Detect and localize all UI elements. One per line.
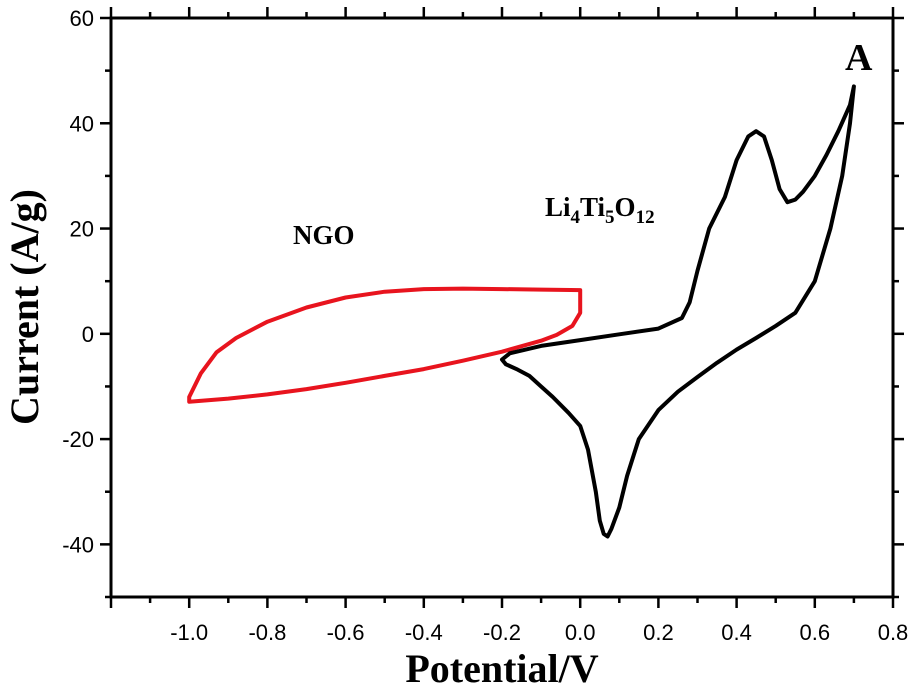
lto-cv-curve (500, 84, 856, 539)
labels-group: -1.0 -0.8 -0.6 -0.4 -0.2 0.0 0.2 0.4 0.6 0.8 -40 -2… (62, 6, 908, 645)
ngo-cv-curve (187, 286, 583, 404)
x-tick-label: 0.0 (565, 620, 596, 645)
annotation-li4ti5o12: Li4Ti5O12 (545, 192, 655, 228)
y-tick-label: 20 (70, 217, 94, 242)
series-group (187, 84, 856, 539)
x-axis-title: Potential/V (405, 646, 598, 691)
x-tick-label: -0.4 (405, 620, 443, 645)
x-tick-label: 0.8 (878, 620, 909, 645)
x-tick-label: 0.2 (643, 620, 674, 645)
y-tick-label: 40 (70, 111, 94, 136)
y-tick-label: 60 (70, 6, 94, 31)
annotation-ngo: NGO (293, 220, 355, 250)
x-tick-label: -0.2 (483, 620, 521, 645)
y-tick-label: -40 (62, 532, 94, 557)
x-tick-label: -0.8 (248, 620, 286, 645)
plot-frame (109, 16, 895, 599)
y-tick-label: 0 (82, 322, 94, 347)
panel-label: A (845, 37, 873, 79)
y-tick-label: -20 (62, 427, 94, 452)
x-tick-label: 0.6 (800, 620, 831, 645)
x-tick-label: 0.4 (721, 620, 752, 645)
x-tick-label: -1.0 (170, 620, 208, 645)
x-tick-label: -0.6 (327, 620, 365, 645)
ticks-group (100, 7, 904, 608)
y-axis-title: Current (A/g) (2, 189, 47, 425)
